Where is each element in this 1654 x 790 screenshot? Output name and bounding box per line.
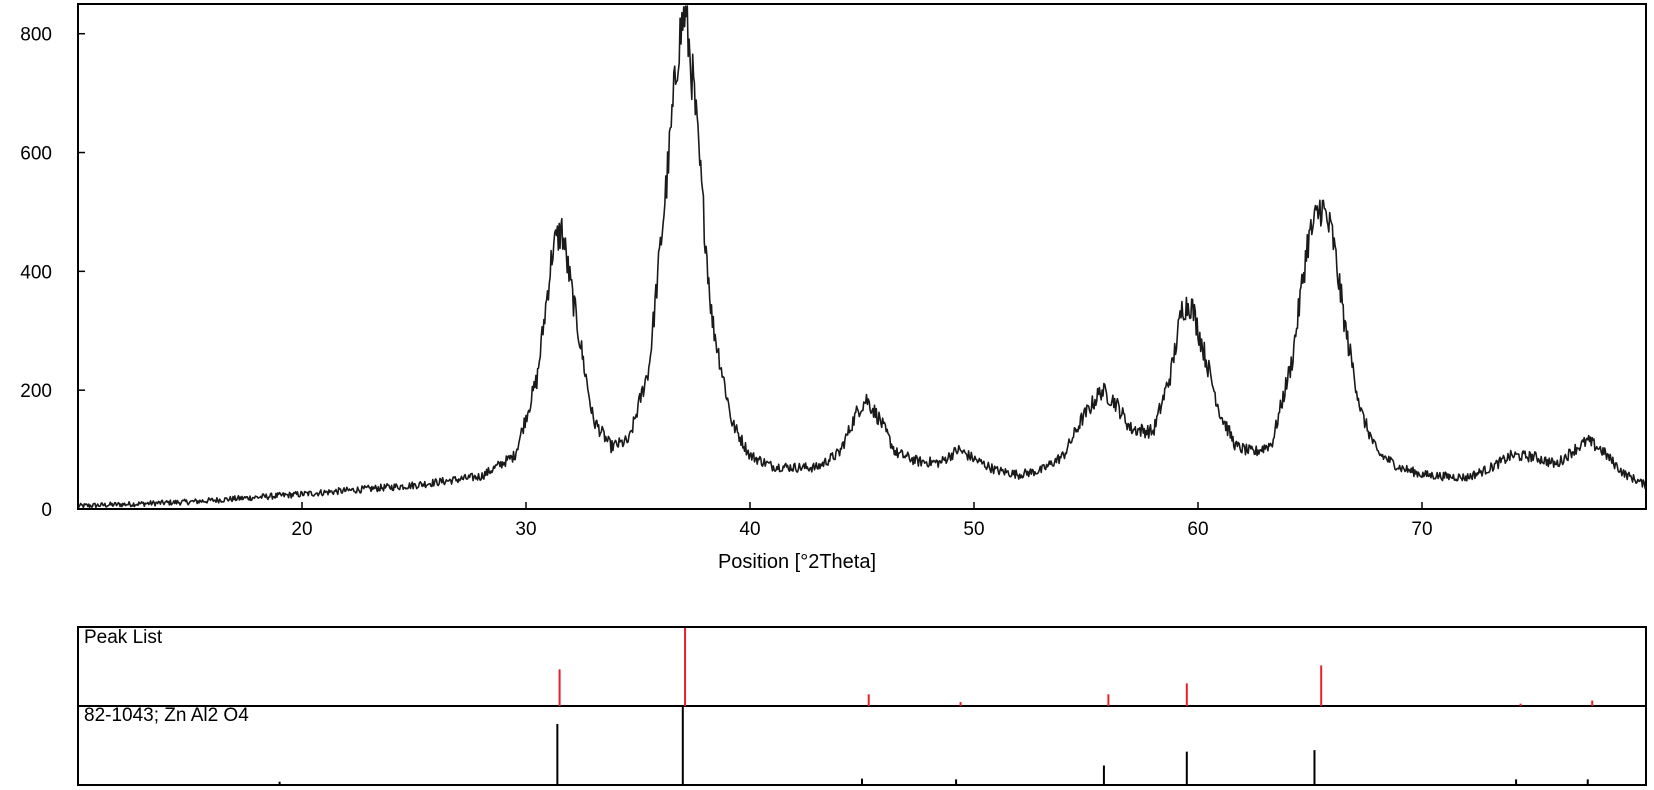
y-tick-label: 400 — [20, 262, 52, 283]
reference-pattern-label: 82-1043; Zn Al2 O4 — [84, 705, 249, 726]
diffraction-pattern-line — [77, 5, 1647, 509]
x-tick-label: 30 — [515, 519, 536, 540]
x-tick-label: 50 — [963, 519, 984, 540]
y-tick-label: 800 — [20, 25, 52, 46]
y-tick-label: 0 — [41, 500, 52, 521]
stick-panels: Peak List 82-1043; Zn Al2 O4 — [77, 626, 1647, 786]
x-tick-label: 20 — [291, 519, 312, 540]
y-tick-label: 200 — [20, 381, 52, 402]
peak-list-sticks — [558, 628, 1594, 706]
x-tick-label: 70 — [1411, 519, 1432, 540]
peak-list-label: Peak List — [84, 627, 163, 648]
main-plot: 0 200 400 600 800 20 30 40 50 60 70 Position [°2T… — [20, 3, 1647, 573]
x-tick-label: 40 — [739, 519, 760, 540]
y-axis: 0 200 400 600 800 — [20, 25, 85, 521]
x-axis: 20 30 40 50 60 70 — [291, 502, 1433, 540]
x-tick-label: 60 — [1187, 519, 1208, 540]
reference-sticks — [278, 707, 1589, 784]
y-tick-label: 600 — [20, 144, 52, 165]
plot-frame — [77, 3, 1647, 510]
x-axis-title: Position [°2Theta] — [718, 551, 876, 573]
